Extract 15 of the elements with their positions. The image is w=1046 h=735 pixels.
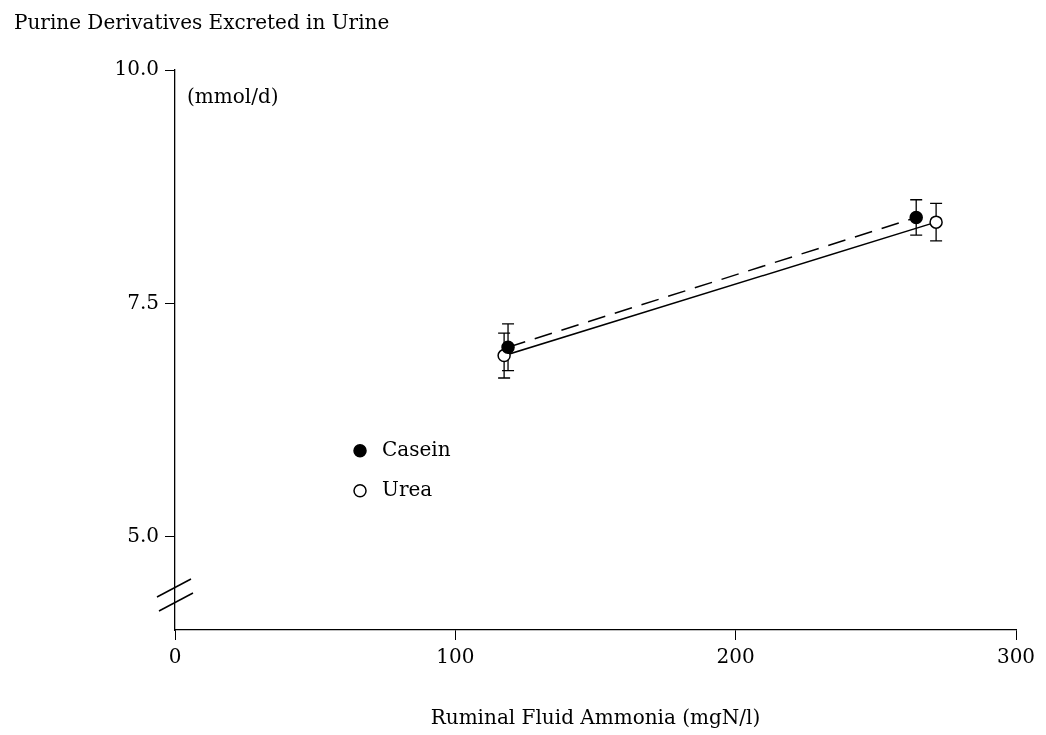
legend-label: Casein [382,437,451,461]
point [909,210,923,225]
chart-title: Purine Derivatives Excreted in Urine [14,10,390,35]
y-axis-title: (mmol/d) [187,84,279,109]
point [929,215,943,229]
x-tick-label: 200 [716,644,755,669]
point [501,340,515,354]
y-tick-label: 10.0 [114,56,159,81]
legend-label: Urea [382,477,433,501]
x-tick-label: 0 [168,644,182,669]
y-tick-label: 5.0 [127,522,159,547]
x-axis-title: Ruminal Fluid Ammonia (mgN/l) [430,705,761,730]
x-tick-label: 100 [436,644,475,669]
x-tick-label: 300 [996,644,1036,669]
y-tick-label: 7.5 [127,289,159,314]
